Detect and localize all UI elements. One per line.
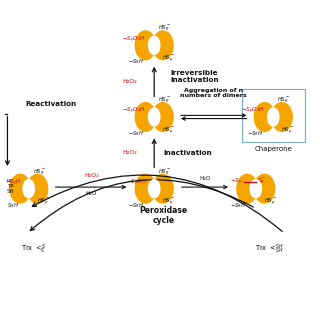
Ellipse shape — [153, 174, 173, 203]
Text: $HS_p^-$: $HS_p^-$ — [264, 197, 277, 207]
Text: Trx $<^S_{\!\!S}$: Trx $<^S_{\!\!S}$ — [21, 243, 47, 256]
Text: $-S_pOH$: $-S_pOH$ — [126, 178, 147, 188]
Ellipse shape — [254, 174, 275, 203]
Ellipse shape — [27, 174, 48, 203]
Text: $S_R^-$: $S_R^-$ — [257, 177, 267, 187]
Text: Irreversible
inactivation: Irreversible inactivation — [170, 70, 219, 83]
Ellipse shape — [251, 180, 261, 197]
Ellipse shape — [272, 103, 292, 131]
Text: Aggregation of n
numbers of dimers: Aggregation of n numbers of dimers — [180, 88, 247, 99]
Ellipse shape — [250, 180, 261, 197]
Text: $S_RH$: $S_RH$ — [7, 201, 19, 210]
Ellipse shape — [149, 108, 160, 126]
Text: H₂O₂: H₂O₂ — [84, 173, 99, 179]
Text: Reactivation: Reactivation — [25, 101, 76, 107]
Text: $-S_p$: $-S_p$ — [230, 177, 243, 187]
Text: Trx $<^{SH}_{SH}$: Trx $<^{SH}_{SH}$ — [255, 243, 284, 256]
Ellipse shape — [148, 36, 159, 54]
Ellipse shape — [23, 180, 34, 197]
Text: $HS_p^-$: $HS_p^-$ — [162, 53, 175, 64]
Ellipse shape — [149, 180, 160, 197]
Ellipse shape — [148, 180, 159, 197]
Ellipse shape — [10, 174, 30, 203]
Ellipse shape — [135, 31, 156, 60]
Ellipse shape — [153, 31, 173, 60]
Ellipse shape — [268, 108, 278, 126]
Text: $-S_pO_2H$: $-S_pO_2H$ — [122, 106, 145, 116]
Text: SH: SH — [7, 189, 14, 194]
Ellipse shape — [149, 36, 160, 54]
Text: Peroxidase
cycle: Peroxidase cycle — [140, 206, 188, 226]
Text: $-S_RH$: $-S_RH$ — [128, 201, 145, 210]
Text: H₂O: H₂O — [199, 176, 211, 181]
Ellipse shape — [237, 174, 258, 203]
Ellipse shape — [153, 103, 173, 131]
Text: Chaperone: Chaperone — [254, 146, 292, 152]
Text: $HS_R^-$: $HS_R^-$ — [277, 96, 290, 105]
Text: $HS_R^-$: $HS_R^-$ — [158, 96, 171, 105]
Ellipse shape — [254, 103, 275, 131]
Text: H₂O₂: H₂O₂ — [122, 79, 137, 84]
Text: $HS_p^-$: $HS_p^-$ — [37, 197, 50, 207]
Text: $HS_R^-$: $HS_R^-$ — [33, 167, 46, 177]
Text: $HS_p^-$: $HS_p^-$ — [162, 197, 175, 207]
Text: TP: TP — [7, 184, 13, 188]
Ellipse shape — [135, 103, 156, 131]
Text: Inactivation: Inactivation — [164, 150, 212, 156]
Text: H₂O₂: H₂O₂ — [122, 150, 137, 155]
Ellipse shape — [268, 108, 279, 126]
Text: $HS_R^-$: $HS_R^-$ — [158, 24, 171, 34]
Text: H₂O: H₂O — [86, 191, 97, 196]
Text: $-S_pO_2H$: $-S_pO_2H$ — [122, 35, 145, 45]
Text: $-S_RH$: $-S_RH$ — [230, 201, 246, 210]
Text: $-S_RH$: $-S_RH$ — [128, 57, 145, 66]
Text: $HS_p^-$: $HS_p^-$ — [162, 125, 175, 136]
Ellipse shape — [148, 108, 159, 126]
Ellipse shape — [135, 174, 156, 203]
Text: $-S_pO_2H$: $-S_pO_2H$ — [241, 106, 264, 116]
Ellipse shape — [23, 180, 34, 197]
Text: $-S_pH$: $-S_pH$ — [5, 178, 22, 188]
Text: rx: rx — [7, 178, 12, 183]
Text: $-S_RH$: $-S_RH$ — [247, 129, 264, 138]
Text: $HS_R^-$: $HS_R^-$ — [158, 167, 171, 177]
Text: $HS_p^-$: $HS_p^-$ — [281, 125, 294, 136]
Text: $-S_RH$: $-S_RH$ — [128, 129, 145, 138]
